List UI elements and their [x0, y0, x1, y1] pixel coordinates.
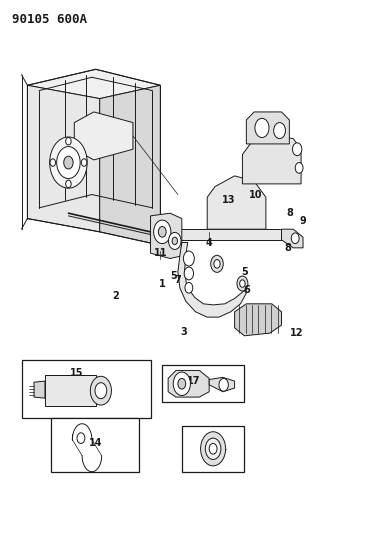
Polygon shape	[282, 229, 303, 248]
Text: 16: 16	[206, 449, 220, 459]
Circle shape	[95, 383, 107, 399]
Circle shape	[214, 260, 220, 268]
Circle shape	[172, 237, 178, 245]
Polygon shape	[100, 85, 160, 245]
Polygon shape	[34, 381, 45, 398]
Text: 5: 5	[170, 271, 178, 281]
Text: 11: 11	[154, 248, 167, 258]
Circle shape	[81, 159, 87, 166]
Circle shape	[237, 276, 248, 291]
Circle shape	[184, 267, 194, 280]
Polygon shape	[74, 112, 133, 160]
Text: 14: 14	[89, 439, 102, 448]
Text: 90105 600A: 90105 600A	[12, 13, 87, 26]
Circle shape	[90, 376, 111, 405]
Bar	[22, 360, 151, 418]
Circle shape	[66, 180, 71, 188]
Circle shape	[201, 432, 226, 466]
Circle shape	[169, 232, 181, 249]
Circle shape	[66, 138, 71, 145]
Text: 12: 12	[291, 328, 304, 338]
Polygon shape	[168, 370, 209, 397]
Polygon shape	[27, 85, 100, 232]
Circle shape	[240, 280, 245, 287]
Circle shape	[219, 378, 228, 391]
Circle shape	[77, 433, 85, 443]
Polygon shape	[207, 176, 266, 229]
Circle shape	[178, 378, 186, 389]
Circle shape	[211, 255, 223, 272]
Circle shape	[173, 372, 190, 395]
Circle shape	[50, 137, 87, 188]
Text: 13: 13	[222, 195, 235, 205]
Text: 5: 5	[241, 267, 248, 277]
Circle shape	[255, 118, 269, 138]
Polygon shape	[151, 229, 282, 240]
Text: 17: 17	[187, 376, 200, 386]
Circle shape	[57, 147, 80, 179]
Bar	[162, 365, 244, 402]
Polygon shape	[151, 230, 156, 236]
Text: 15: 15	[70, 368, 83, 378]
Text: 3: 3	[180, 327, 187, 336]
Polygon shape	[178, 243, 246, 317]
Text: 1: 1	[159, 279, 166, 288]
Text: 4: 4	[206, 238, 213, 247]
Text: 6: 6	[243, 286, 250, 295]
Polygon shape	[27, 69, 160, 99]
Text: 2: 2	[112, 291, 119, 301]
Bar	[45, 375, 96, 406]
Text: 8: 8	[286, 208, 293, 218]
Circle shape	[274, 123, 285, 139]
Text: 10: 10	[249, 190, 263, 199]
Text: 9: 9	[300, 216, 307, 226]
Circle shape	[291, 233, 299, 244]
Circle shape	[158, 227, 166, 237]
Circle shape	[295, 163, 303, 173]
Circle shape	[64, 156, 73, 169]
Bar	[51, 418, 139, 472]
Circle shape	[292, 143, 302, 156]
Circle shape	[205, 438, 221, 459]
Circle shape	[185, 282, 193, 293]
Text: 8: 8	[284, 243, 291, 253]
Bar	[182, 426, 244, 472]
Polygon shape	[246, 112, 289, 144]
Polygon shape	[209, 377, 235, 392]
Circle shape	[209, 443, 217, 454]
Circle shape	[183, 251, 194, 266]
Polygon shape	[242, 136, 301, 184]
Polygon shape	[151, 213, 182, 259]
Text: 7: 7	[174, 276, 181, 285]
Circle shape	[50, 159, 56, 166]
Polygon shape	[235, 304, 282, 336]
Circle shape	[154, 220, 171, 244]
